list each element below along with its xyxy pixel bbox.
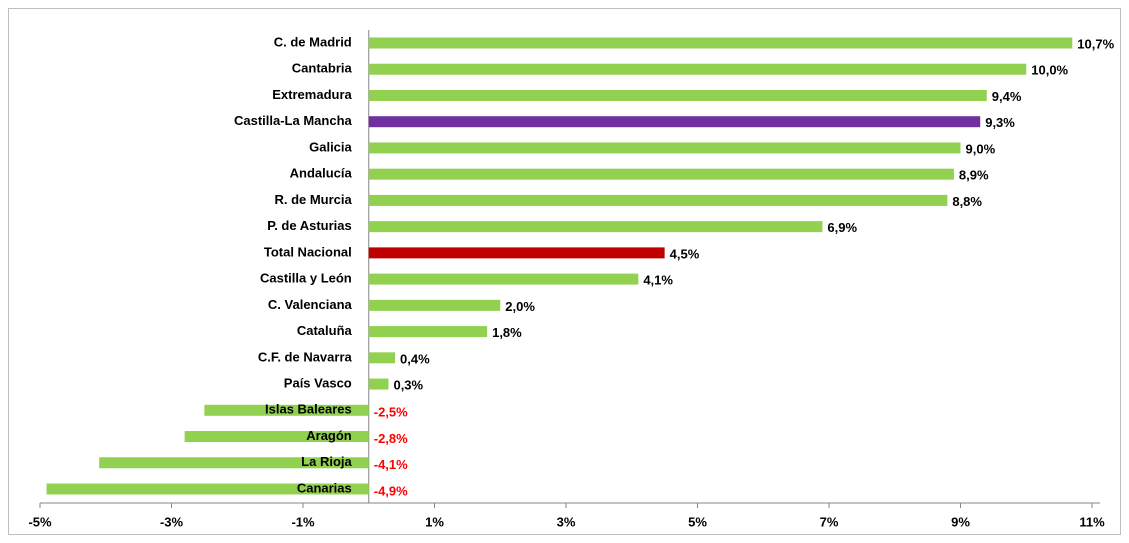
value-label: 6,9% (827, 220, 857, 235)
category-label: Cantabria (292, 61, 353, 76)
x-tick-label: 9% (951, 514, 970, 529)
bar (368, 221, 823, 233)
x-tick-label: 1% (425, 514, 444, 529)
value-label: 1,8% (492, 325, 522, 340)
bar (368, 299, 501, 311)
value-label: -2,8% (374, 431, 408, 446)
value-label: 4,5% (670, 246, 700, 261)
bar (99, 457, 369, 469)
value-label: 0,3% (393, 377, 423, 392)
category-label: C. de Madrid (274, 34, 352, 49)
value-label: 9,0% (966, 141, 996, 156)
category-label: R. de Murcia (274, 192, 352, 207)
bar (368, 89, 987, 101)
bar (368, 37, 1073, 49)
category-label: Castilla-La Mancha (234, 113, 353, 128)
category-label: Canarias (297, 480, 352, 495)
chart-border (8, 8, 1121, 535)
value-label: -4,9% (374, 483, 408, 498)
x-tick-label: -1% (291, 514, 315, 529)
bar (204, 404, 369, 416)
category-label: C. Valenciana (268, 297, 353, 312)
bar (368, 142, 961, 154)
category-label: Cataluña (297, 323, 353, 338)
category-label: La Rioja (301, 454, 352, 469)
value-label: -2,5% (374, 405, 408, 420)
x-tick-label: 11% (1079, 514, 1105, 529)
x-tick-label: -3% (160, 514, 184, 529)
bar (368, 194, 948, 206)
bar (368, 168, 954, 180)
x-tick-label: 7% (820, 514, 839, 529)
value-label: 8,8% (952, 194, 982, 209)
category-label: País Vasco (284, 375, 352, 390)
value-label: 10,0% (1031, 63, 1068, 78)
bar (368, 247, 665, 259)
bar (368, 63, 1027, 75)
x-tick-label: 3% (557, 514, 576, 529)
bar (368, 378, 389, 390)
value-label: 9,3% (985, 115, 1015, 130)
value-label: 2,0% (505, 299, 535, 314)
value-label: -4,1% (374, 457, 408, 472)
category-label: Total Nacional (264, 244, 352, 259)
value-label: 9,4% (992, 89, 1022, 104)
category-label: Galicia (309, 139, 352, 154)
category-label: Aragón (306, 428, 352, 443)
value-label: 0,4% (400, 351, 430, 366)
value-label: 8,9% (959, 168, 989, 183)
x-tick-label: -5% (28, 514, 52, 529)
value-label: 10,7% (1077, 36, 1114, 51)
value-label: 4,1% (643, 273, 673, 288)
bar (368, 116, 981, 128)
category-label: Castilla y León (260, 271, 352, 286)
bar (368, 352, 396, 364)
bar (184, 431, 369, 443)
category-label: P. de Asturias (267, 218, 352, 233)
category-label: Islas Baleares (265, 402, 352, 417)
category-label: Extremadura (272, 87, 352, 102)
x-tick-label: 5% (688, 514, 707, 529)
bar (368, 326, 488, 338)
category-label: C.F. de Navarra (258, 349, 353, 364)
bar (368, 273, 639, 285)
bar (46, 483, 369, 495)
category-label: Andalucía (290, 166, 353, 181)
